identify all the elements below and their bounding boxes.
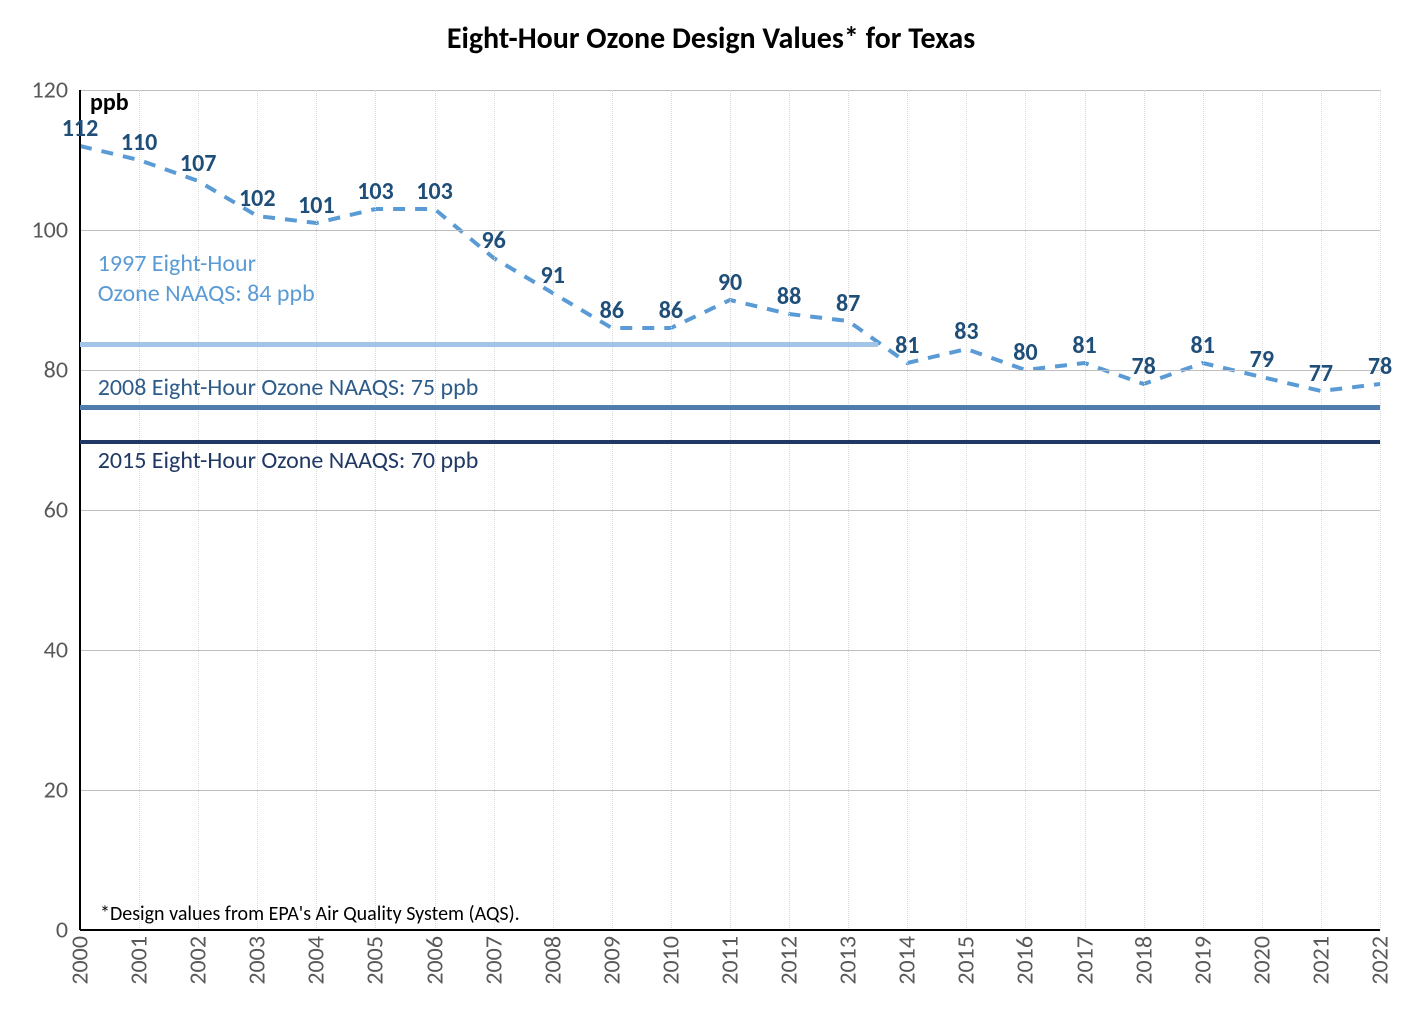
x-tick-label: 2012: [775, 936, 804, 985]
x-tick-label: 2001: [125, 936, 154, 985]
x-tick-label: 2002: [184, 936, 213, 985]
gridline-vertical: [848, 90, 849, 930]
x-tick-label: 2020: [1247, 936, 1276, 985]
chart-footnote: *Design values from EPA's Air Quality Sy…: [100, 902, 520, 926]
x-tick-label: 2004: [302, 936, 331, 985]
x-tick-label: 2019: [1188, 936, 1217, 985]
data-point-label: 81: [1191, 331, 1215, 360]
x-tick-label: 2010: [656, 936, 685, 985]
y-tick-label: 40: [44, 636, 68, 665]
x-axis-line: [80, 929, 1380, 931]
data-point-label: 80: [1013, 338, 1037, 367]
data-point-label: 103: [416, 177, 453, 206]
gridline-vertical: [435, 90, 436, 930]
x-tick-label: 2014: [893, 936, 922, 985]
plot-area: 0204060801001202000200120022003200420052…: [80, 90, 1380, 930]
data-point-label: 91: [541, 261, 565, 290]
y-tick-label: 20: [44, 776, 68, 805]
data-point-label: 88: [777, 282, 801, 311]
gridline-vertical: [789, 90, 790, 930]
data-point-label: 77: [1309, 359, 1333, 388]
gridline-vertical: [730, 90, 731, 930]
gridline-vertical: [671, 90, 672, 930]
x-tick-label: 2005: [361, 936, 390, 985]
gridline-vertical: [375, 90, 376, 930]
gridline-vertical: [198, 90, 199, 930]
naaqs-reference-line: [80, 405, 1380, 410]
gridline-vertical: [139, 90, 140, 930]
x-tick-label: 2016: [1011, 936, 1040, 985]
x-tick-label: 2003: [243, 936, 272, 985]
x-tick-label: 2011: [716, 936, 745, 985]
gridline-vertical: [1321, 90, 1322, 930]
data-point-label: 78: [1368, 352, 1392, 381]
data-point-label: 101: [298, 191, 335, 220]
gridline-vertical: [1085, 90, 1086, 930]
x-tick-label: 2008: [538, 936, 567, 985]
gridline-vertical: [907, 90, 908, 930]
data-point-label: 96: [481, 226, 505, 255]
data-point-label: 112: [62, 114, 99, 143]
gridline-vertical: [1025, 90, 1026, 930]
data-point-label: 86: [659, 296, 683, 325]
gridline-vertical: [1262, 90, 1263, 930]
y-tick-label: 100: [32, 216, 69, 245]
data-point-label: 78: [1131, 352, 1155, 381]
gridline-vertical: [553, 90, 554, 930]
naaqs-reference-line: [80, 440, 1380, 444]
gridline-vertical: [1380, 90, 1381, 930]
x-tick-label: 2022: [1366, 936, 1395, 985]
y-axis-line: [79, 90, 81, 930]
naaqs-reference-label: 1997 Eight-Hour Ozone NAAQS: 84 ppb: [98, 249, 315, 309]
gridline-vertical: [612, 90, 613, 930]
x-tick-label: 2000: [66, 936, 95, 985]
naaqs-reference-label: 2008 Eight-Hour Ozone NAAQS: 75 ppb: [98, 373, 479, 403]
y-tick-label: 60: [44, 496, 68, 525]
data-point-label: 79: [1250, 345, 1274, 374]
data-point-label: 83: [954, 317, 978, 346]
x-tick-label: 2006: [420, 936, 449, 985]
x-tick-label: 2015: [952, 936, 981, 985]
y-tick-label: 120: [32, 76, 69, 105]
gridline-vertical: [1203, 90, 1204, 930]
x-tick-label: 2018: [1129, 936, 1158, 985]
x-tick-label: 2021: [1306, 936, 1335, 985]
naaqs-reference-line: [80, 342, 878, 347]
data-point-label: 107: [180, 149, 217, 178]
x-tick-label: 2009: [597, 936, 626, 985]
data-point-label: 102: [239, 184, 276, 213]
x-tick-label: 2013: [834, 936, 863, 985]
data-point-label: 103: [357, 177, 394, 206]
chart-title: Eight-Hour Ozone Design Values* for Texa…: [0, 20, 1422, 57]
naaqs-reference-label: 2015 Eight-Hour Ozone NAAQS: 70 ppb: [98, 446, 479, 476]
gridline-vertical: [257, 90, 258, 930]
ozone-chart: Eight-Hour Ozone Design Values* for Texa…: [0, 0, 1422, 1032]
y-axis-unit-label: ppb: [90, 88, 129, 117]
data-point-label: 81: [895, 331, 919, 360]
x-tick-label: 2007: [479, 936, 508, 985]
data-point-label: 90: [718, 268, 742, 297]
y-tick-label: 80: [44, 356, 68, 385]
gridline-vertical: [494, 90, 495, 930]
data-point-label: 81: [1072, 331, 1096, 360]
gridline-vertical: [1144, 90, 1145, 930]
x-tick-label: 2017: [1070, 936, 1099, 985]
data-point-label: 87: [836, 289, 860, 318]
gridline-vertical: [966, 90, 967, 930]
data-point-label: 86: [600, 296, 624, 325]
data-point-label: 110: [121, 128, 158, 157]
